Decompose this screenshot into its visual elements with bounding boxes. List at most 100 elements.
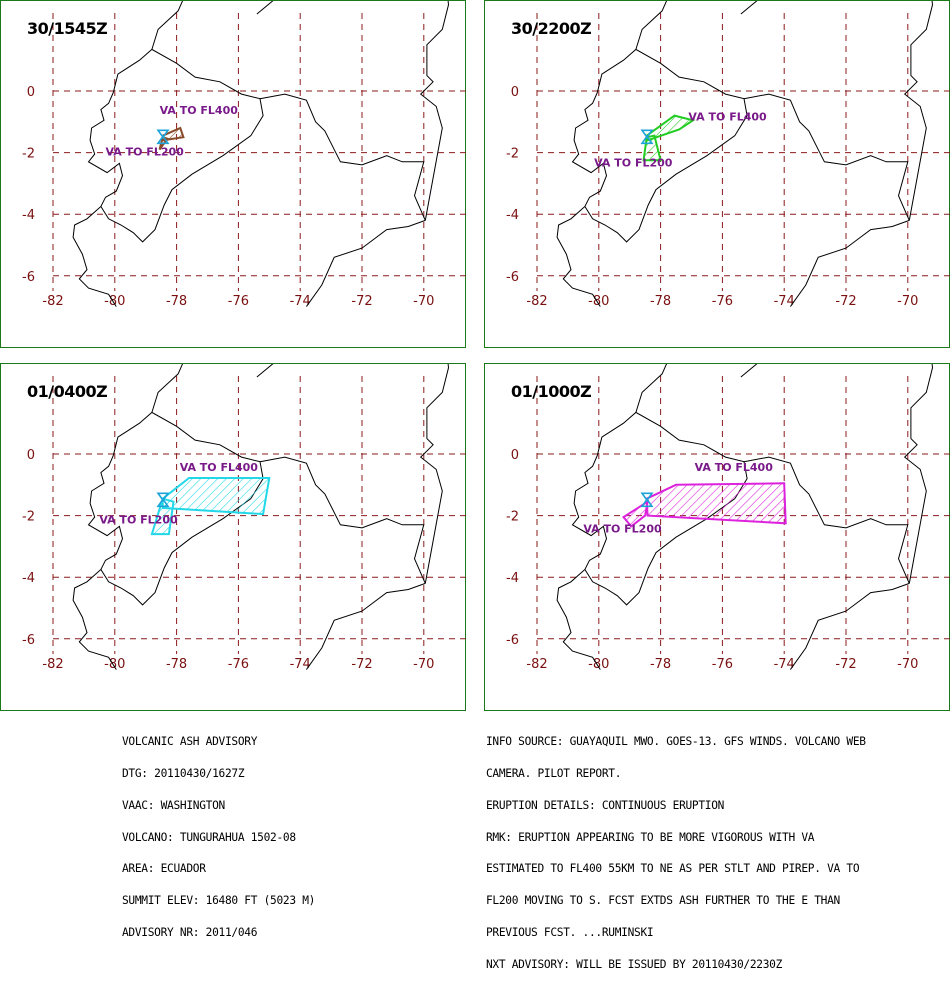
x-tick-label: -74 bbox=[290, 657, 311, 672]
map-svg-p4: -82 -80 -78 -76 -74 -72 -70 0 -2 -4 -6 VA TO FL400 V… bbox=[506, 364, 950, 672]
y-tick-label: -2 bbox=[22, 510, 35, 525]
x-tick-label: -82 bbox=[42, 657, 63, 672]
boundary-line bbox=[419, 364, 450, 584]
info-line: CAMERA. PILOT REPORT. bbox=[486, 766, 622, 780]
boundary-line bbox=[259, 456, 426, 584]
boundary-line bbox=[305, 219, 426, 307]
x-tick-label: -78 bbox=[166, 657, 187, 672]
boundary-line bbox=[740, 364, 758, 378]
x-tick-label: -72 bbox=[351, 294, 372, 309]
x-tick-label: -76 bbox=[712, 294, 733, 309]
ash-level-label: VA TO FL200 bbox=[594, 156, 673, 169]
boundary-line bbox=[556, 92, 608, 307]
boundary-line bbox=[556, 455, 608, 670]
ash-cloud-polygon bbox=[645, 482, 787, 525]
y-tick-label: -2 bbox=[506, 147, 519, 162]
y-tick-label: -6 bbox=[506, 270, 519, 285]
panel-time-label: 01/0400Z bbox=[27, 382, 108, 401]
boundary-line bbox=[72, 92, 124, 307]
volcano-icon bbox=[156, 129, 170, 145]
advisory-line: DTG: 20110430/1627Z bbox=[122, 766, 245, 780]
x-tick-label: -80 bbox=[104, 657, 125, 672]
ash-level-label: VA TO FL400 bbox=[695, 461, 774, 474]
y-tick-label: -2 bbox=[22, 147, 35, 162]
advisory-line: VOLCANO: TUNGURAHUA 1502-08 bbox=[122, 830, 296, 844]
x-tick-label: -76 bbox=[228, 294, 249, 309]
boundary-line bbox=[151, 364, 184, 413]
boundary-line bbox=[743, 93, 910, 221]
y-tick-label: 0 bbox=[27, 448, 35, 463]
boundary-line bbox=[903, 1, 934, 221]
x-tick-label: -80 bbox=[588, 294, 609, 309]
y-tick-label: 0 bbox=[27, 85, 35, 100]
info-line: NXT ADVISORY: WILL BE ISSUED BY 20110430… bbox=[486, 957, 783, 971]
ash-cloud-polygon bbox=[150, 497, 175, 536]
x-tick-label: -80 bbox=[104, 294, 125, 309]
x-tick-label: -70 bbox=[897, 657, 918, 672]
panel-30-1545z: -82 -80 -78 -76 -74 -72 -70 0 -2 -4 -6 VA TO FL400 V… bbox=[0, 0, 467, 348]
advisory-line: AREA: ECUADOR bbox=[122, 862, 206, 876]
y-tick-label: 0 bbox=[511, 85, 519, 100]
x-tick-label: -70 bbox=[413, 657, 434, 672]
y-tick-label: -2 bbox=[506, 510, 519, 525]
info-line: RMK: ERUPTION APPEARING TO BE MORE VIGOR… bbox=[486, 830, 815, 844]
panel-time-label: 01/1000Z bbox=[511, 382, 592, 401]
ash-level-label: VA TO FL400 bbox=[180, 461, 259, 474]
x-tick-label: -78 bbox=[650, 657, 671, 672]
boundary-line bbox=[789, 582, 910, 670]
boundary-line bbox=[740, 1, 758, 15]
info-line: ESTIMATED TO FL400 55KM TO NE AS PER STL… bbox=[486, 862, 860, 876]
x-tick-label: -82 bbox=[526, 294, 547, 309]
y-tick-label: -4 bbox=[506, 208, 519, 223]
volcano-icon bbox=[640, 129, 654, 145]
x-tick-label: -70 bbox=[897, 294, 918, 309]
x-tick-label: -74 bbox=[774, 657, 795, 672]
boundary-line bbox=[305, 582, 426, 670]
ash-level-label: VA TO FL200 bbox=[583, 523, 662, 536]
y-tick-label: -4 bbox=[22, 208, 35, 223]
x-tick-label: -80 bbox=[588, 657, 609, 672]
boundary-line bbox=[256, 364, 274, 378]
boundary-line bbox=[743, 456, 910, 584]
info-remarks-block: INFO SOURCE: GUAYAQUIL MWO. GOES-13. GFS… bbox=[486, 716, 866, 981]
ash-level-label: VA TO FL400 bbox=[160, 104, 239, 117]
advisory-line: VAAC: WASHINGTON bbox=[122, 798, 225, 812]
volcano-icon bbox=[640, 492, 654, 508]
ash-cloud-polygon bbox=[161, 477, 271, 516]
x-tick-label: -82 bbox=[526, 657, 547, 672]
y-tick-label: -4 bbox=[506, 571, 519, 586]
advisory-header-block: VOLCANIC ASH ADVISORY DTG: 20110430/1627… bbox=[122, 716, 315, 949]
y-tick-label: -6 bbox=[22, 270, 35, 285]
info-line: PREVIOUS FCST. ...RUMINSKI bbox=[486, 925, 654, 939]
advisory-line: SUMMIT ELEV: 16480 FT (5023 M) bbox=[122, 894, 316, 908]
map-svg-p3: -82 -80 -78 -76 -74 -72 -70 0 -2 -4 -6 VA TO FL400 V… bbox=[22, 364, 467, 672]
boundary-line bbox=[635, 364, 668, 413]
boundary-line bbox=[635, 1, 668, 50]
x-tick-label: -78 bbox=[650, 294, 671, 309]
boundary-line bbox=[789, 219, 910, 307]
panel-30-2200z: -82 -80 -78 -76 -74 -72 -70 0 -2 -4 -6 VA TO FL400 V… bbox=[484, 0, 950, 348]
map-svg-p1: -82 -80 -78 -76 -74 -72 -70 0 -2 -4 -6 VA TO FL400 V… bbox=[22, 1, 467, 309]
x-tick-label: -72 bbox=[351, 657, 372, 672]
ash-level-label: VA TO FL200 bbox=[106, 146, 185, 159]
y-tick-label: -6 bbox=[22, 633, 35, 648]
info-line: ERUPTION DETAILS: CONTINUOUS ERUPTION bbox=[486, 798, 725, 812]
boundary-line bbox=[584, 48, 748, 243]
x-tick-label: -70 bbox=[413, 294, 434, 309]
x-tick-label: -72 bbox=[835, 657, 856, 672]
x-tick-label: -74 bbox=[774, 294, 795, 309]
boundary-line bbox=[259, 93, 426, 221]
map-svg-p2: -82 -80 -78 -76 -74 -72 -70 0 -2 -4 -6 VA TO FL400 V… bbox=[506, 1, 950, 309]
advisory-line: VOLCANIC ASH ADVISORY bbox=[122, 735, 258, 749]
panel-01-1000z: -82 -80 -78 -76 -74 -72 -70 0 -2 -4 -6 VA TO FL400 V… bbox=[484, 363, 950, 711]
y-tick-label: 0 bbox=[511, 448, 519, 463]
panel-time-label: 30/1545Z bbox=[27, 19, 108, 38]
advisory-line: ADVISORY NR: 2011/046 bbox=[122, 925, 258, 939]
info-line: FL200 MOVING TO S. FCST EXTDS ASH FURTHE… bbox=[486, 894, 840, 908]
info-line: INFO SOURCE: GUAYAQUIL MWO. GOES-13. GFS… bbox=[486, 735, 866, 749]
y-tick-label: -4 bbox=[22, 571, 35, 586]
boundary-line bbox=[256, 1, 274, 15]
x-tick-label: -78 bbox=[166, 294, 187, 309]
panel-time-label: 30/2200Z bbox=[511, 19, 592, 38]
y-tick-label: -6 bbox=[506, 633, 519, 648]
